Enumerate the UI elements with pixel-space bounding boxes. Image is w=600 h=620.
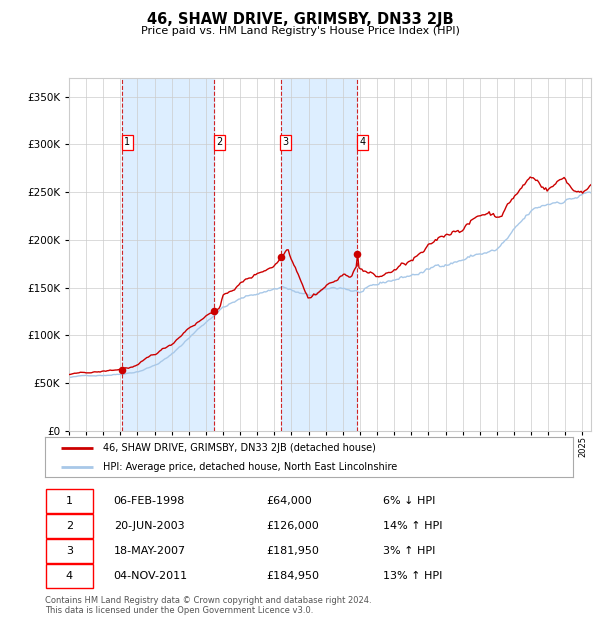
Text: 46, SHAW DRIVE, GRIMSBY, DN33 2JB: 46, SHAW DRIVE, GRIMSBY, DN33 2JB: [146, 12, 454, 27]
Text: 3: 3: [283, 138, 289, 148]
FancyBboxPatch shape: [46, 564, 92, 588]
Text: £181,950: £181,950: [267, 546, 320, 556]
Text: 1: 1: [124, 138, 130, 148]
Text: 20-JUN-2003: 20-JUN-2003: [113, 521, 184, 531]
Text: 1: 1: [66, 496, 73, 506]
Point: [209, 306, 219, 316]
Text: 2: 2: [217, 138, 223, 148]
Text: 6% ↓ HPI: 6% ↓ HPI: [383, 496, 435, 506]
Text: Contains HM Land Registry data © Crown copyright and database right 2024.: Contains HM Land Registry data © Crown c…: [45, 596, 371, 606]
Bar: [281, 78, 358, 431]
Text: HPI: Average price, detached house, North East Lincolnshire: HPI: Average price, detached house, Nort…: [103, 461, 397, 472]
Point: [117, 365, 127, 374]
Text: This data is licensed under the Open Government Licence v3.0.: This data is licensed under the Open Gov…: [45, 606, 313, 616]
Text: 14% ↑ HPI: 14% ↑ HPI: [383, 521, 442, 531]
FancyBboxPatch shape: [46, 514, 92, 538]
Text: 3: 3: [66, 546, 73, 556]
Text: 4: 4: [359, 138, 365, 148]
Text: £184,950: £184,950: [267, 571, 320, 581]
Text: 3% ↑ HPI: 3% ↑ HPI: [383, 546, 435, 556]
FancyBboxPatch shape: [46, 539, 92, 563]
Point: [353, 249, 362, 259]
Text: 2: 2: [66, 521, 73, 531]
Text: 06-FEB-1998: 06-FEB-1998: [113, 496, 185, 506]
Text: 4: 4: [66, 571, 73, 581]
Text: £126,000: £126,000: [267, 521, 320, 531]
Text: Price paid vs. HM Land Registry's House Price Index (HPI): Price paid vs. HM Land Registry's House …: [140, 26, 460, 36]
Text: 18-MAY-2007: 18-MAY-2007: [113, 546, 186, 556]
Text: 04-NOV-2011: 04-NOV-2011: [113, 571, 188, 581]
Text: 46, SHAW DRIVE, GRIMSBY, DN33 2JB (detached house): 46, SHAW DRIVE, GRIMSBY, DN33 2JB (detac…: [103, 443, 376, 453]
Text: 13% ↑ HPI: 13% ↑ HPI: [383, 571, 442, 581]
Point: [276, 252, 286, 262]
Bar: [122, 78, 214, 431]
FancyBboxPatch shape: [46, 489, 92, 513]
Text: £64,000: £64,000: [267, 496, 313, 506]
